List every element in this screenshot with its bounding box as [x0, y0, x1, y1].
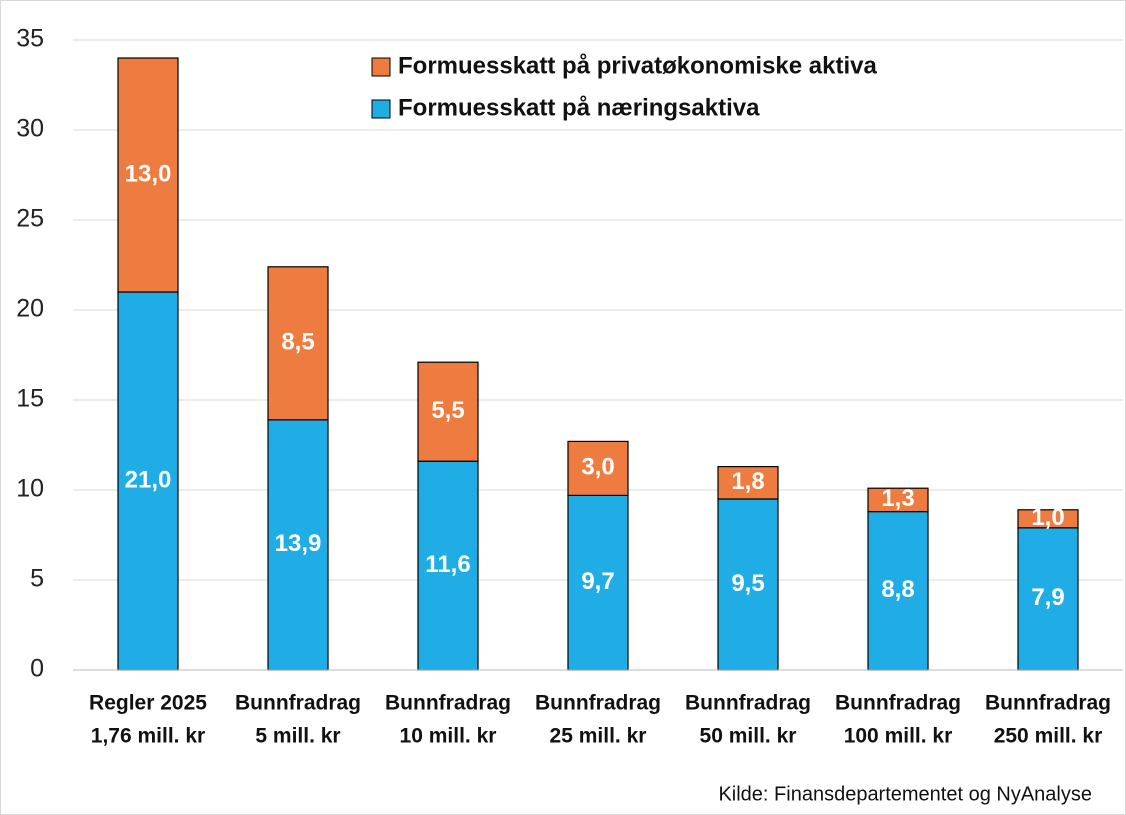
x-tick-label: 25 mill. kr	[550, 725, 647, 748]
bar-segment	[267, 266, 329, 421]
y-tick-label: 35	[16, 25, 44, 53]
x-tick-label: Bunnfradrag	[385, 692, 511, 715]
bar-segment	[1017, 509, 1079, 529]
legend-swatch	[371, 57, 391, 77]
x-tick-label: 250 mill. kr	[994, 725, 1103, 748]
x-tick-label: Regler 2025	[89, 692, 207, 715]
source: Kilde: Finansdepartementet og NyAnalyse	[718, 783, 1092, 805]
x-tick-label: Bunnfradrag	[535, 692, 661, 715]
y-tick-label: 30	[16, 115, 44, 143]
legend-label: Formuesskatt på næringsaktiva	[398, 94, 760, 121]
x-tick-label: 1,76 mill. kr	[91, 725, 205, 748]
y-tick-label: 15	[16, 385, 44, 413]
bar-segment	[1017, 527, 1079, 671]
x-tick-label: Bunnfradrag	[985, 692, 1111, 715]
x-tick-label: 50 mill. kr	[700, 725, 797, 748]
y-tick-label: 20	[16, 295, 44, 323]
x-tick-label: 10 mill. kr	[400, 725, 497, 748]
legend-label: Formuesskatt på privatøkonomiske aktiva	[398, 52, 877, 79]
data-label: 11,6	[425, 551, 470, 578]
data-label: 13,0	[125, 160, 172, 187]
bar-segment	[117, 291, 179, 671]
x-tick-label: Bunnfradrag	[835, 692, 961, 715]
x-tick-label: 5 mill. kr	[255, 725, 340, 748]
bar-segment	[717, 466, 779, 500]
bar-segment	[417, 361, 479, 462]
x-tick-label: 100 mill. kr	[844, 725, 953, 748]
data-label: 21,0	[125, 466, 172, 493]
bar-segment	[567, 494, 629, 671]
y-tick-label: 10	[16, 475, 44, 503]
x-tick-label: Bunnfradrag	[685, 692, 811, 715]
data-label: 9,5	[731, 570, 764, 597]
data-label: 1,3	[881, 485, 914, 512]
bar-segment	[867, 511, 929, 671]
data-label: 3,0	[581, 454, 614, 481]
y-tick-label: 25	[16, 205, 44, 233]
bar-segment	[117, 57, 179, 293]
data-label: 8,5	[281, 329, 314, 356]
data-label: 5,5	[431, 397, 464, 424]
y-tick-label: 0	[30, 655, 44, 683]
bar-segment	[717, 498, 779, 671]
bar-segment	[867, 487, 929, 513]
data-label: 7,9	[1031, 584, 1064, 611]
data-label: 9,7	[581, 568, 614, 595]
data-label: 1,0	[1031, 504, 1064, 531]
bar-segment	[567, 440, 629, 496]
data-label: 1,8	[731, 468, 764, 495]
x-tick-label: Bunnfradrag	[235, 692, 361, 715]
legend-swatch	[371, 99, 391, 119]
y-tick-label: 5	[30, 565, 44, 593]
data-label: 8,8	[881, 576, 914, 603]
bar-segment	[267, 419, 329, 671]
data-label: 13,9	[275, 530, 322, 557]
